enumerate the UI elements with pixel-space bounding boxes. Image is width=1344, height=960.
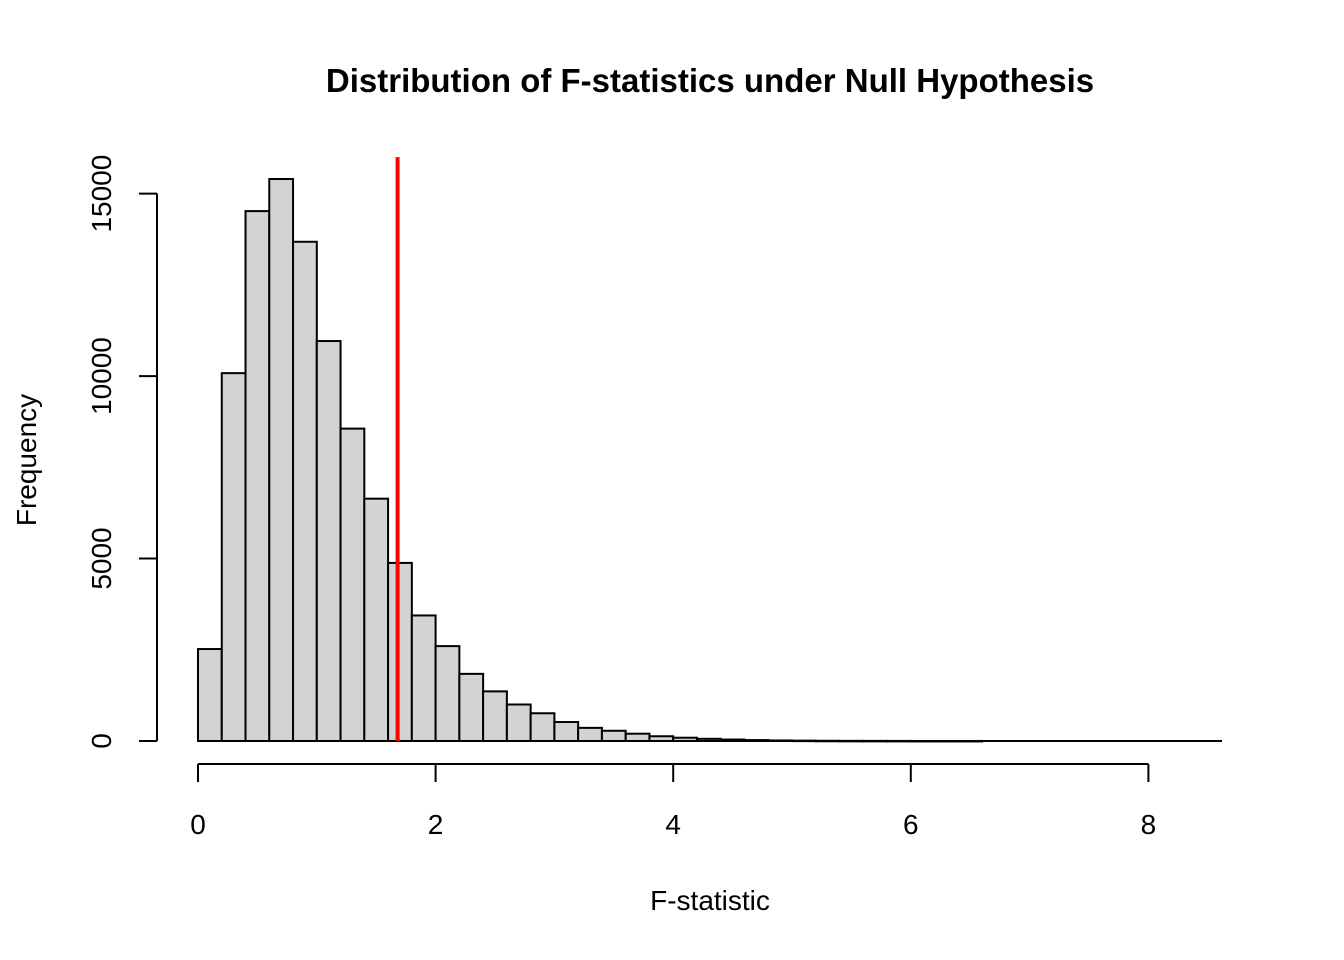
- histogram-bar: [410, 614, 437, 742]
- histogram-bar: [553, 721, 580, 742]
- histogram-bars: [197, 178, 984, 743]
- histogram-bar: [339, 427, 366, 742]
- histogram-bar: [197, 648, 223, 743]
- chart-title: Distribution of F-statistics under Null …: [326, 62, 1094, 99]
- histogram-bar: [292, 240, 318, 742]
- histogram-bar: [505, 703, 532, 742]
- y-tick-label: 10000: [86, 337, 117, 415]
- x-axis-label: F-statistic: [650, 885, 770, 916]
- histogram-bar: [244, 210, 271, 743]
- histogram-bar: [387, 561, 413, 742]
- y-tick-label: 5000: [86, 527, 117, 589]
- x-tick-label: 2: [428, 809, 444, 840]
- histogram-bar: [529, 712, 556, 743]
- histogram-bar: [220, 372, 247, 742]
- x-tick-label: 4: [665, 809, 681, 840]
- x-tick-label: 8: [1141, 809, 1157, 840]
- histogram-bar: [315, 340, 342, 742]
- y-tick-label: 0: [86, 733, 117, 749]
- x-tick-label: 0: [190, 809, 206, 840]
- x-tick-label: 6: [903, 809, 919, 840]
- histogram-bar: [577, 726, 603, 743]
- histogram-bar: [624, 732, 651, 742]
- histogram-bar: [458, 672, 485, 742]
- histogram-bar: [600, 729, 627, 742]
- y-axis: 0 5000 10000 15000: [86, 155, 158, 749]
- y-tick-label: 15000: [86, 155, 117, 233]
- y-axis-label: Frequency: [11, 394, 42, 526]
- histogram-bar: [363, 497, 390, 742]
- x-axis: 0 2 4 6 8: [190, 763, 1157, 840]
- histogram-bar: [434, 645, 461, 742]
- histogram-bar: [482, 690, 508, 743]
- histogram-bar: [268, 178, 295, 742]
